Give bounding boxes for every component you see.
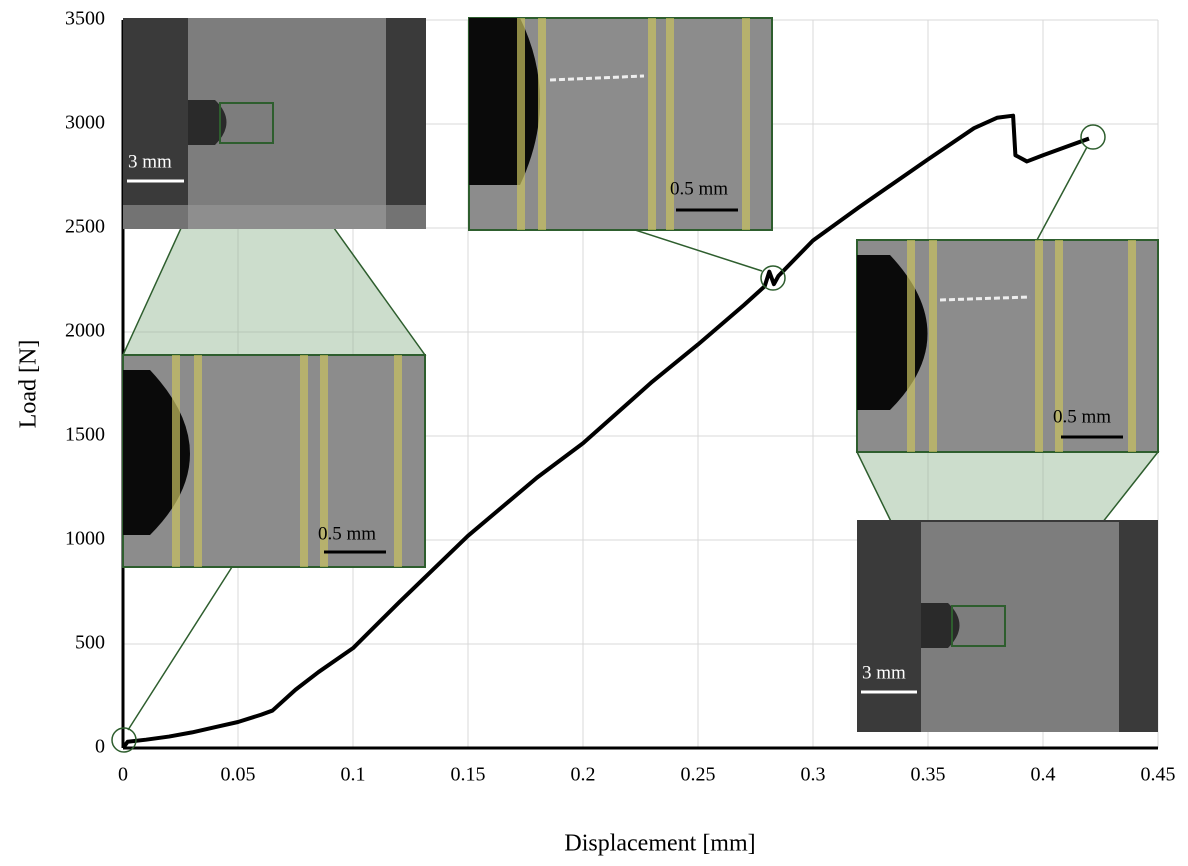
x-tick-label: 0.45 <box>1141 764 1176 786</box>
x-tick-label: 0.05 <box>221 764 256 786</box>
y-tick-label: 500 <box>75 632 105 654</box>
inset-macro: 3 mm <box>123 18 426 229</box>
x-tick-label: 0.15 <box>451 764 486 786</box>
y-tick-label: 3500 <box>65 8 105 30</box>
x-tick-label: 0.35 <box>911 764 946 786</box>
y-tick-label: 0 <box>95 736 105 758</box>
scale-label: 0.5 mm <box>1053 406 1111 427</box>
chart: 3 mm 0.5 mm 0.5 mm 0.5 mm <box>0 0 1188 861</box>
y-tick-label: 1000 <box>65 528 105 550</box>
x-tick-label: 0.2 <box>571 764 596 786</box>
y-axis-label: Load [N] <box>16 340 42 429</box>
y-tick-label: 2500 <box>65 216 105 238</box>
x-axis-label: Displacement [mm] <box>564 831 755 857</box>
y-tick-label: 3000 <box>65 112 105 134</box>
scale-label: 0.5 mm <box>318 523 376 544</box>
inset-sem: 0.5 mm <box>469 18 772 230</box>
scale-label: 3 mm <box>128 151 172 172</box>
x-tick-label: 0.25 <box>681 764 716 786</box>
y-tick-label: 1500 <box>65 424 105 446</box>
scale-label: 0.5 mm <box>670 178 728 199</box>
inset-sem: 0.5 mm <box>857 240 1158 452</box>
inset-macro: 3 mm <box>857 520 1158 732</box>
y-tick-label: 2000 <box>65 320 105 342</box>
scale-label: 3 mm <box>862 662 906 683</box>
inset-sem: 0.5 mm <box>123 355 425 567</box>
x-tick-label: 0 <box>118 764 128 786</box>
x-tick-label: 0.1 <box>341 764 366 786</box>
x-tick-label: 0.4 <box>1031 764 1056 786</box>
x-tick-label: 0.3 <box>801 764 826 786</box>
